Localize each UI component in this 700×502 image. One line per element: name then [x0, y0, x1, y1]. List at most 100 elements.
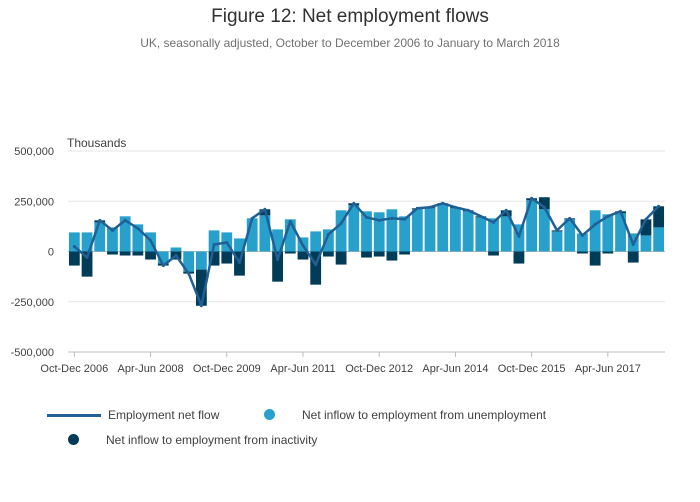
net-flow-point — [237, 261, 241, 265]
x-tick-label: Oct-Dec 2015 — [498, 363, 566, 375]
bar-inactivity — [488, 251, 499, 256]
net-flow-point — [631, 242, 635, 246]
net-flow-point — [225, 240, 229, 244]
y-tick-label: 500,000 — [14, 146, 54, 158]
bar-unemployment — [272, 229, 283, 252]
bar-unemployment — [526, 200, 538, 252]
bar-unemployment — [310, 231, 322, 252]
bar-unemployment — [386, 209, 398, 252]
y-unit-label: Thousands — [67, 136, 127, 150]
bar-unemployment — [399, 216, 411, 252]
bar-inactivity — [361, 251, 372, 258]
x-tick-label: Apr-Jun 2008 — [118, 363, 184, 375]
bar-unemployment — [577, 233, 588, 252]
net-flow-point — [492, 220, 496, 224]
net-employment-flows-chart: -500,000 -250,000 0 250,000 500,000 Oct-Dec 2… — [11, 146, 665, 375]
x-tick-label: Oct-Dec 2012 — [345, 363, 413, 375]
bar-unemployment — [500, 216, 512, 252]
bar-unemployment — [170, 247, 182, 252]
bar-inactivity — [602, 251, 614, 254]
x-tick-label: Oct-Dec 2006 — [40, 363, 108, 375]
bar-unemployment — [157, 251, 169, 264]
bar-inactivity — [653, 206, 665, 228]
bar-inactivity — [513, 251, 525, 264]
bar-unemployment — [183, 251, 195, 272]
bar-inactivity — [272, 251, 283, 282]
net-flow-point — [377, 218, 381, 222]
x-tick-label: Apr-Jun 2011 — [270, 363, 335, 375]
bar-inactivity — [107, 251, 118, 255]
bar-inactivity — [195, 269, 207, 306]
net-flow-point — [517, 234, 521, 238]
x-tick-label: Apr-Jun 2014 — [422, 363, 488, 375]
bar-inactivity — [310, 251, 322, 285]
bar-unemployment — [615, 213, 626, 252]
net-flow-point — [161, 264, 165, 268]
net-flow-point — [390, 216, 394, 220]
bar-inactivity — [373, 251, 385, 257]
net-flow-point — [479, 214, 483, 218]
bar-unemployment — [81, 232, 93, 252]
net-flow-point — [72, 244, 76, 248]
legend-inactivity-swatch — [68, 434, 79, 445]
net-flow-point — [530, 196, 534, 200]
net-flow-point — [301, 243, 305, 247]
net-flow-point — [619, 209, 623, 213]
bar-inactivity — [627, 251, 639, 263]
net-flow-point — [288, 219, 292, 223]
bar-unemployment — [424, 208, 436, 252]
bar-unemployment — [551, 231, 563, 252]
bar-inactivity — [538, 197, 550, 210]
net-flow-point — [466, 208, 470, 212]
net-flow-point — [314, 263, 318, 267]
net-flow-point — [250, 216, 254, 220]
bar-unemployment — [335, 210, 347, 252]
bar-inactivity — [386, 251, 398, 261]
bar-inactivity — [322, 251, 334, 257]
legend-line-label: Employment net flow — [108, 408, 220, 422]
chart-subtitle: UK, seasonally adjusted, October to Dece… — [140, 36, 560, 50]
net-flow-point — [606, 214, 610, 218]
net-flow-point — [199, 304, 203, 308]
bar-unemployment — [513, 224, 525, 252]
bar-inactivity — [221, 251, 233, 264]
bar-unemployment — [284, 219, 296, 252]
bar-unemployment — [475, 217, 487, 252]
bar-unemployment — [373, 212, 385, 252]
net-flow-point — [149, 238, 153, 242]
net-flow-point — [174, 254, 178, 258]
net-flow-point — [568, 216, 572, 220]
bar-inactivity — [119, 251, 131, 256]
net-flow-point — [403, 217, 407, 221]
bar-unemployment — [119, 216, 131, 252]
bar-inactivity — [68, 251, 80, 266]
bar-unemployment — [208, 230, 220, 252]
bar-inactivity — [589, 251, 601, 266]
bar-unemployment — [450, 208, 461, 252]
bar-inactivity — [399, 251, 411, 255]
bar-inactivity — [297, 251, 309, 260]
net-flow-point — [580, 233, 584, 237]
net-flow-point — [555, 228, 559, 232]
legend-unemployment-label: Net inflow to employment from unemployme… — [302, 408, 547, 422]
net-flow-point — [504, 208, 508, 212]
net-flow-point — [110, 228, 114, 232]
bar-unemployment — [411, 209, 423, 252]
net-flow-point — [339, 221, 343, 225]
bar-unemployment — [653, 227, 665, 252]
bar-inactivity — [640, 219, 652, 236]
bar-unemployment — [589, 210, 601, 252]
bar-inactivity — [81, 251, 93, 277]
y-tick-label: 0 — [48, 247, 54, 259]
bar-unemployment — [322, 229, 334, 252]
net-flow-point — [85, 256, 89, 260]
net-flow-point — [644, 217, 648, 221]
net-flow-point — [352, 201, 356, 205]
bar-unemployment — [488, 218, 499, 252]
y-tick-label: -500,000 — [11, 347, 54, 359]
bar-unemployment — [564, 219, 576, 252]
net-flow-point — [542, 205, 546, 209]
bar-inactivity — [577, 251, 588, 254]
net-flow-point — [593, 222, 597, 226]
bar-unemployment — [94, 222, 106, 252]
